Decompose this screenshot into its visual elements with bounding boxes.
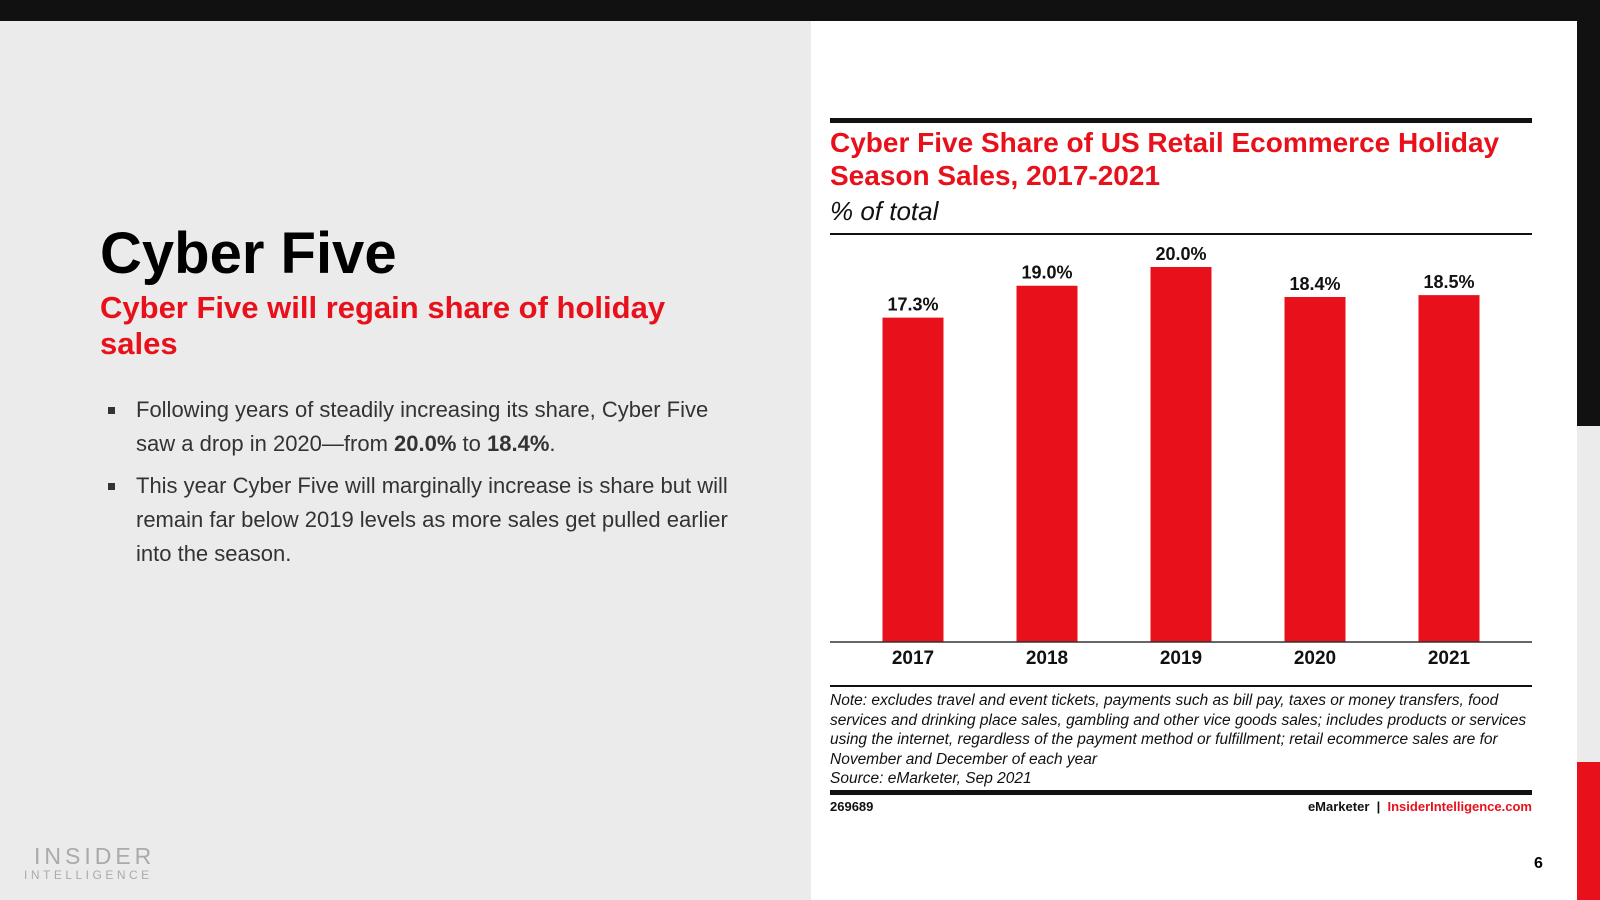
x-tick-label: 2017 (892, 648, 934, 669)
x-tick-label: 2020 (1294, 648, 1336, 669)
data-label: 19.0% (1021, 263, 1072, 283)
x-tick-label: 2021 (1428, 648, 1471, 669)
bar (1284, 297, 1346, 642)
bullet-text: to (456, 431, 487, 456)
bullet: Following years of steadily increasing i… (106, 393, 746, 461)
bullet-text: . (549, 431, 556, 456)
bullet-text: Following years of steadily increasing i… (136, 397, 709, 456)
chart-title: Cyber Five Share of US Retail Ecommerce … (830, 127, 1500, 191)
rule (830, 790, 1532, 795)
bar (882, 317, 944, 642)
chart: 2017 17.3% 2018 19.0% 2019 20.0% 2020 18.4% 2021… (830, 244, 1532, 669)
side-strip (1577, 21, 1600, 426)
website: InsiderIntelligence.com (1387, 799, 1533, 814)
bar (1150, 267, 1212, 642)
logo: INTELLIGENCE (24, 868, 153, 882)
bullet: This year Cyber Five will marginally inc… (106, 469, 746, 571)
footer-source: eMarketer | InsiderIntelligence.com (1295, 799, 1532, 814)
separator: | (1376, 799, 1381, 814)
bullet-list: Following years of steadily increasing i… (106, 393, 746, 579)
note: Note: excludes travel and event tickets,… (830, 692, 1527, 768)
bullet-text: 18.4% (487, 431, 550, 456)
chart-note: Note: excludes travel and event tickets,… (830, 691, 1540, 789)
source: Source: eMarketer, Sep 2021 (830, 770, 1032, 787)
left-panel (0, 21, 811, 900)
data-label: 18.4% (1289, 274, 1340, 294)
x-tick-label: 2018 (1026, 648, 1068, 669)
chart-subtitle: % of total (830, 196, 939, 226)
heading: Cyber Five (100, 221, 397, 286)
logo: INSIDER (34, 843, 156, 869)
data-label: 18.5% (1423, 272, 1474, 292)
x-tick-label: 2019 (1160, 648, 1202, 669)
page-number: 6 (1534, 855, 1543, 872)
top-bar (0, 0, 1600, 21)
bar (1016, 285, 1078, 642)
side-strip (1577, 426, 1600, 762)
brand: eMarketer (1307, 799, 1370, 814)
side-strip (1577, 762, 1600, 900)
data-label: 17.3% (887, 294, 938, 314)
bar (1418, 295, 1480, 642)
chart-id: 269689 (830, 799, 874, 814)
data-label: 20.0% (1155, 244, 1206, 264)
rule (830, 685, 1532, 687)
bullet-text: This year Cyber Five will marginally inc… (136, 473, 728, 566)
rule (830, 118, 1532, 123)
bullet-text: 20.0% (394, 431, 457, 456)
subheading: Cyber Five will regain share of holiday … (100, 290, 666, 361)
rule (830, 233, 1532, 235)
